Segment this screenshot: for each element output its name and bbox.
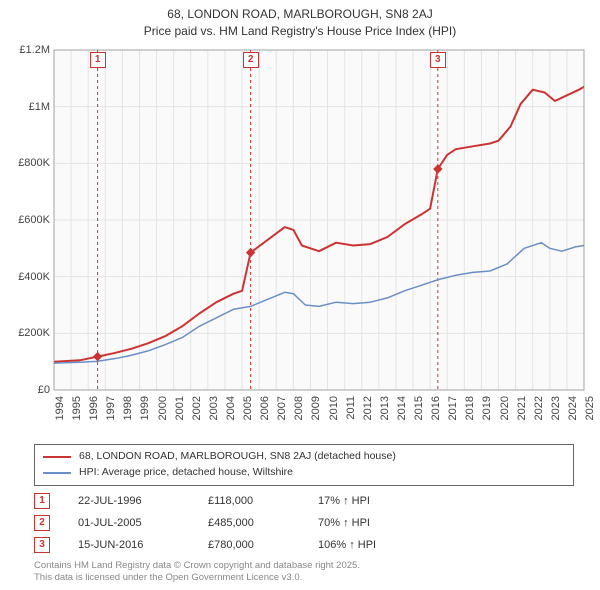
title-line-1: 68, LONDON ROAD, MARLBOROUGH, SN8 2AJ <box>0 6 600 23</box>
x-tick-label: 2010 <box>328 396 340 424</box>
legend-box: 68, LONDON ROAD, MARLBOROUGH, SN8 2AJ (d… <box>34 444 574 486</box>
legend-row-property: 68, LONDON ROAD, MARLBOROUGH, SN8 2AJ (d… <box>43 449 565 465</box>
x-tick-label: 2023 <box>550 396 562 424</box>
x-tick-label: 2007 <box>276 396 288 424</box>
sales-date-3: 15-JUN-2016 <box>78 539 208 551</box>
x-tick-label: 2005 <box>242 396 254 424</box>
y-tick-label: £1.2M <box>19 44 50 56</box>
sales-price-2: £485,000 <box>208 517 318 529</box>
sales-date-1: 22-JUL-1996 <box>78 495 208 507</box>
sales-pct-3: 106% ↑ HPI <box>318 539 438 551</box>
x-tick-label: 2017 <box>447 396 459 424</box>
legend-label-hpi: HPI: Average price, detached house, Wilt… <box>79 465 293 481</box>
footer: Contains HM Land Registry data © Crown c… <box>34 560 574 585</box>
x-tick-label: 2013 <box>379 396 391 424</box>
x-tick-label: 1997 <box>105 396 117 424</box>
x-tick-label: 2019 <box>481 396 493 424</box>
x-tick-label: 2015 <box>413 396 425 424</box>
sales-pct-2: 70% ↑ HPI <box>318 517 438 529</box>
title-line-2: Price paid vs. HM Land Registry's House … <box>0 23 600 40</box>
x-tick-label: 2006 <box>259 396 271 424</box>
legend-swatch-hpi <box>43 472 71 474</box>
footer-line-1: Contains HM Land Registry data © Crown c… <box>34 560 574 572</box>
y-tick-label: £0 <box>38 384 50 396</box>
x-tick-label: 1996 <box>88 396 100 424</box>
x-tick-label: 2009 <box>310 396 322 424</box>
x-tick-label: 1998 <box>122 396 134 424</box>
y-tick-label: £200K <box>18 327 50 339</box>
legend-label-property: 68, LONDON ROAD, MARLBOROUGH, SN8 2AJ (d… <box>79 449 396 465</box>
x-tick-label: 2012 <box>362 396 374 424</box>
x-tick-label: 2000 <box>157 396 169 424</box>
y-tick-label: £600K <box>18 214 50 226</box>
x-tick-label: 2016 <box>430 396 442 424</box>
x-tick-label: 2024 <box>567 396 579 424</box>
sales-marker-3: 3 <box>34 537 50 553</box>
legend-swatch-property <box>43 456 71 458</box>
chart-svg <box>50 44 588 404</box>
chart-container: 68, LONDON ROAD, MARLBOROUGH, SN8 2AJ Pr… <box>0 0 600 590</box>
sales-pct-1: 17% ↑ HPI <box>318 495 438 507</box>
sale-marker-box: 3 <box>430 52 446 68</box>
x-tick-label: 1995 <box>71 396 83 424</box>
x-tick-label: 1999 <box>139 396 151 424</box>
x-tick-label: 2022 <box>533 396 545 424</box>
sales-date-2: 01-JUL-2005 <box>78 517 208 529</box>
sales-row-3: 3 15-JUN-2016 £780,000 106% ↑ HPI <box>34 534 438 556</box>
title-block: 68, LONDON ROAD, MARLBOROUGH, SN8 2AJ Pr… <box>0 0 600 40</box>
x-tick-label: 2014 <box>396 396 408 424</box>
legend-row-hpi: HPI: Average price, detached house, Wilt… <box>43 465 565 481</box>
sales-row-2: 2 01-JUL-2005 £485,000 70% ↑ HPI <box>34 512 438 534</box>
x-tick-label: 2021 <box>516 396 528 424</box>
y-tick-label: £400K <box>18 271 50 283</box>
footer-line-2: This data is licensed under the Open Gov… <box>34 572 574 584</box>
x-tick-label: 2001 <box>174 396 186 424</box>
y-tick-label: £1M <box>29 101 50 113</box>
x-tick-label: 2004 <box>225 396 237 424</box>
sales-price-3: £780,000 <box>208 539 318 551</box>
x-tick-label: 2020 <box>499 396 511 424</box>
sales-row-1: 1 22-JUL-1996 £118,000 17% ↑ HPI <box>34 490 438 512</box>
y-tick-label: £800K <box>18 157 50 169</box>
x-tick-label: 2011 <box>345 396 357 424</box>
x-tick-label: 2018 <box>464 396 476 424</box>
sales-table: 1 22-JUL-1996 £118,000 17% ↑ HPI 2 01-JU… <box>34 490 438 556</box>
chart-area <box>50 44 588 404</box>
sales-price-1: £118,000 <box>208 495 318 507</box>
sales-marker-1: 1 <box>34 493 50 509</box>
sale-marker-box: 1 <box>90 52 106 68</box>
x-tick-label: 2003 <box>208 396 220 424</box>
x-tick-label: 2008 <box>293 396 305 424</box>
x-tick-label: 1994 <box>54 396 66 424</box>
sales-marker-2: 2 <box>34 515 50 531</box>
x-tick-label: 2025 <box>584 396 596 424</box>
x-tick-label: 2002 <box>191 396 203 424</box>
sale-marker-box: 2 <box>243 52 259 68</box>
